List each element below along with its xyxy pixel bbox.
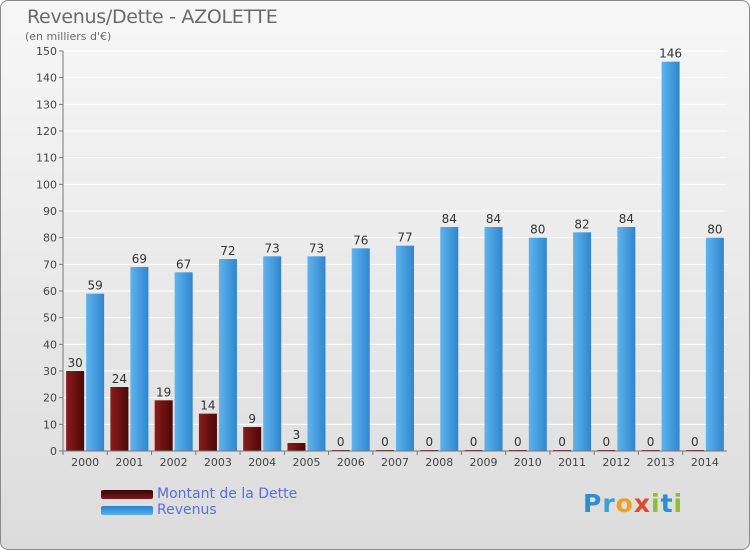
bar-revenus xyxy=(130,267,149,451)
bar-revenus xyxy=(573,232,592,451)
bar-revenus xyxy=(351,248,370,451)
x-tick-label: 2008 xyxy=(425,456,453,469)
bar-revenus xyxy=(617,227,636,451)
data-label-revenus: 80 xyxy=(530,223,545,237)
y-tick-label: 40 xyxy=(43,338,57,351)
y-tick-label: 20 xyxy=(43,392,57,405)
data-label-revenus: 82 xyxy=(574,217,589,231)
x-tick-label: 2006 xyxy=(337,456,365,469)
bar-dette xyxy=(66,371,85,451)
bar-dette xyxy=(110,387,129,451)
y-tick-label: 140 xyxy=(36,72,57,85)
y-tick-label: 130 xyxy=(36,98,57,111)
data-label-dette: 30 xyxy=(67,356,82,370)
y-tick-label: 0 xyxy=(50,445,57,458)
x-tick-label: 2000 xyxy=(71,456,99,469)
data-label-revenus: 146 xyxy=(659,47,682,61)
bar-revenus xyxy=(528,237,547,451)
x-tick-label: 2009 xyxy=(470,456,498,469)
x-tick-label: 2004 xyxy=(248,456,276,469)
bar-revenus xyxy=(263,256,282,451)
data-label-dette: 0 xyxy=(425,435,433,449)
legend-swatch-revenus xyxy=(101,506,153,515)
y-tick-label: 30 xyxy=(43,365,57,378)
data-label-revenus: 73 xyxy=(309,241,324,255)
data-label-dette: 19 xyxy=(156,385,171,399)
data-label-dette: 14 xyxy=(200,399,215,413)
data-label-revenus: 59 xyxy=(87,279,102,293)
data-label-dette: 0 xyxy=(647,435,655,449)
x-tick-label: 2011 xyxy=(558,456,586,469)
data-label-revenus: 84 xyxy=(486,212,501,226)
data-label-revenus: 73 xyxy=(265,241,280,255)
chart-subtitle: (en milliers d'€) xyxy=(25,30,112,43)
y-tick-label: 10 xyxy=(43,418,57,431)
bar-dette xyxy=(243,427,262,451)
y-tick-label: 50 xyxy=(43,312,57,325)
x-tick-label: 2005 xyxy=(292,456,320,469)
data-label-revenus: 69 xyxy=(132,252,147,266)
y-tick-label: 90 xyxy=(43,205,57,218)
x-tick-label: 2002 xyxy=(160,456,188,469)
data-label-dette: 0 xyxy=(603,435,611,449)
bar-revenus xyxy=(440,227,459,451)
legend-label-revenus: Revenus xyxy=(157,502,217,518)
x-tick-label: 2014 xyxy=(691,456,719,469)
data-label-dette: 0 xyxy=(558,435,566,449)
y-tick-label: 100 xyxy=(36,178,57,191)
bar-revenus xyxy=(307,256,326,451)
bar-revenus xyxy=(661,61,680,452)
bar-revenus xyxy=(705,237,724,451)
y-tick-label: 120 xyxy=(36,125,57,138)
legend-label-dette: Montant de la Dette xyxy=(157,486,298,502)
bar-revenus xyxy=(396,245,414,451)
data-label-revenus: 76 xyxy=(353,233,368,247)
data-label-dette: 0 xyxy=(514,435,522,449)
x-tick-label: 2001 xyxy=(115,456,143,469)
data-label-dette: 0 xyxy=(337,435,345,449)
data-label-revenus: 67 xyxy=(176,257,191,271)
y-tick-label: 60 xyxy=(43,285,57,298)
bar-revenus xyxy=(174,272,193,451)
x-tick-label: 2012 xyxy=(602,456,630,469)
proxiti-logo: Proxiti xyxy=(583,489,684,518)
data-label-dette: 3 xyxy=(293,428,301,442)
data-label-revenus: 80 xyxy=(707,223,722,237)
y-tick-label: 110 xyxy=(36,152,57,165)
gridlines xyxy=(59,50,727,452)
bar-dette xyxy=(154,400,173,451)
chart-title: Revenus/Dette - AZOLETTE xyxy=(27,6,278,28)
data-label-dette: 0 xyxy=(470,435,478,449)
data-label-dette: 9 xyxy=(248,412,256,426)
x-tick-label: 2010 xyxy=(514,456,542,469)
y-tick-label: 80 xyxy=(43,232,57,245)
data-label-dette: 0 xyxy=(691,435,699,449)
bar-dette xyxy=(198,413,217,451)
y-tick-label: 70 xyxy=(43,258,57,271)
data-label-revenus: 77 xyxy=(397,231,412,245)
data-label-revenus: 84 xyxy=(442,212,457,226)
y-tick-label: 150 xyxy=(36,45,57,58)
data-label-dette: 0 xyxy=(381,435,389,449)
legend-swatch-dette xyxy=(101,490,153,499)
x-tick-label: 2013 xyxy=(647,456,675,469)
bar-revenus xyxy=(218,259,237,451)
x-tick-label: 2007 xyxy=(381,456,409,469)
x-axis: 2000 2001 2002 2003 2004 2005 2006 2007 2008 2009… xyxy=(62,450,727,469)
bar-revenus xyxy=(484,227,503,451)
data-label-revenus: 84 xyxy=(619,212,634,226)
bars: 30 59 24 69 19 67 14 72 9 73 3 73 0 76 0 77 0 84 0 84 0 80 0 82… xyxy=(66,47,724,452)
data-label-revenus: 72 xyxy=(220,244,235,258)
x-tick-label: 2003 xyxy=(204,456,232,469)
bar-revenus xyxy=(86,293,105,451)
data-label-dette: 24 xyxy=(112,372,127,386)
y-axis: 0 10 20 30 40 50 60 70 80 90 100 110 120 130 140 150 xyxy=(36,45,64,458)
bar-dette xyxy=(287,443,306,451)
